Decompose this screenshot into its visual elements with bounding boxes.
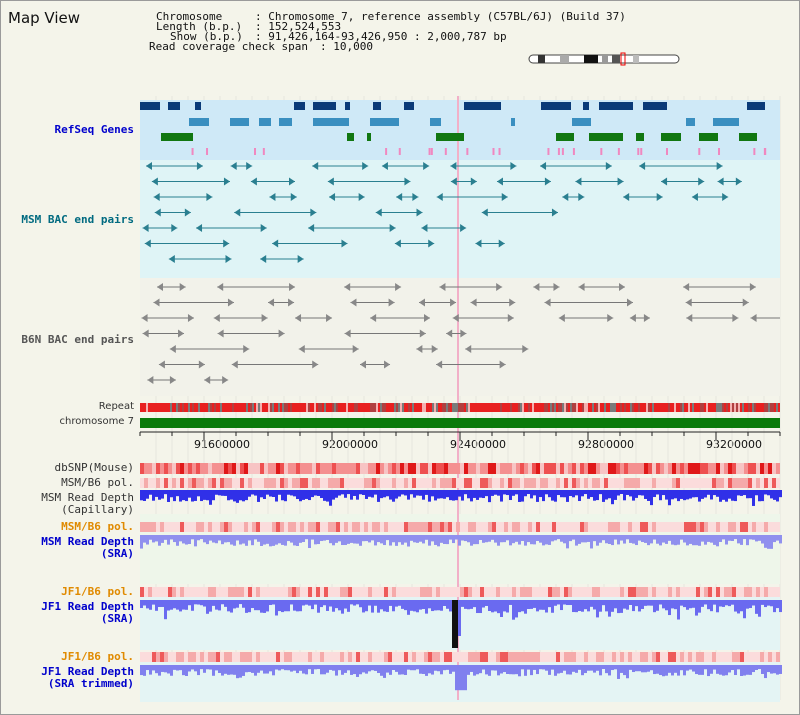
track-label-refseq-genes: RefSeq Genes [54, 123, 134, 136]
info-chromosome-key: Chromosome [156, 10, 223, 23]
b6n-bac-panel [140, 278, 780, 396]
info-length-value: 152,524,553 [268, 20, 342, 33]
info-show-value: 91,426,164-93,426,950 : 2,000,787 bp [268, 30, 507, 43]
track-label-msm-bac: MSM BAC end pairs [21, 213, 134, 226]
track-label-msm-depth-sra: MSM Read Depth [41, 535, 134, 548]
track-label-jf1-depth-sub: (SRA) [100, 612, 134, 625]
track-label-jf1-pol-1: JF1/B6 pol. [61, 585, 134, 598]
track-label-b6n-bac: B6N BAC end pairs [21, 333, 134, 346]
page-title: Map View [8, 9, 81, 27]
track-label-msm-depth-cap-sub: (Capillary) [61, 503, 134, 516]
info-coverage-value: 10,000 [333, 40, 373, 53]
track-label-jf1-trim-sub: (SRA trimmed) [47, 677, 134, 690]
track-label-msm-b6-pol-1: MSM/B6 pol. [61, 476, 134, 489]
refseq-panel [140, 100, 780, 160]
track-label-jf1-trim: JF1 Read Depth [41, 665, 134, 678]
chromosome-ideogram[interactable] [528, 52, 684, 66]
track-label-chromosome: chromosome 7 [59, 416, 134, 427]
track-label-msm-b6-pol-2: MSM/B6 pol. [61, 520, 134, 533]
track-label-msm-depth-cap: MSM Read Depth [41, 491, 134, 504]
info-chromosome-value: Chromosome 7, reference assembly (C57BL/… [268, 10, 626, 23]
depth-peak [452, 600, 458, 648]
info-coverage-key: Read coverage check span [149, 40, 308, 53]
info-show-key: Show (b.p.) [170, 30, 243, 43]
msm-bac-panel [140, 160, 780, 278]
track-label-msm-depth-sra-sub: (SRA) [100, 547, 134, 560]
track-label-jf1-depth: JF1 Read Depth [41, 600, 134, 613]
track-label-dbsnp: dbSNP(Mouse) [54, 461, 134, 474]
info-length-key: Length (b.p.) [156, 20, 243, 33]
track-label-repeat: Repeat [98, 401, 134, 412]
track-label-jf1-pol-2: JF1/B6 pol. [61, 650, 134, 663]
chromosome-bar [140, 418, 780, 428]
